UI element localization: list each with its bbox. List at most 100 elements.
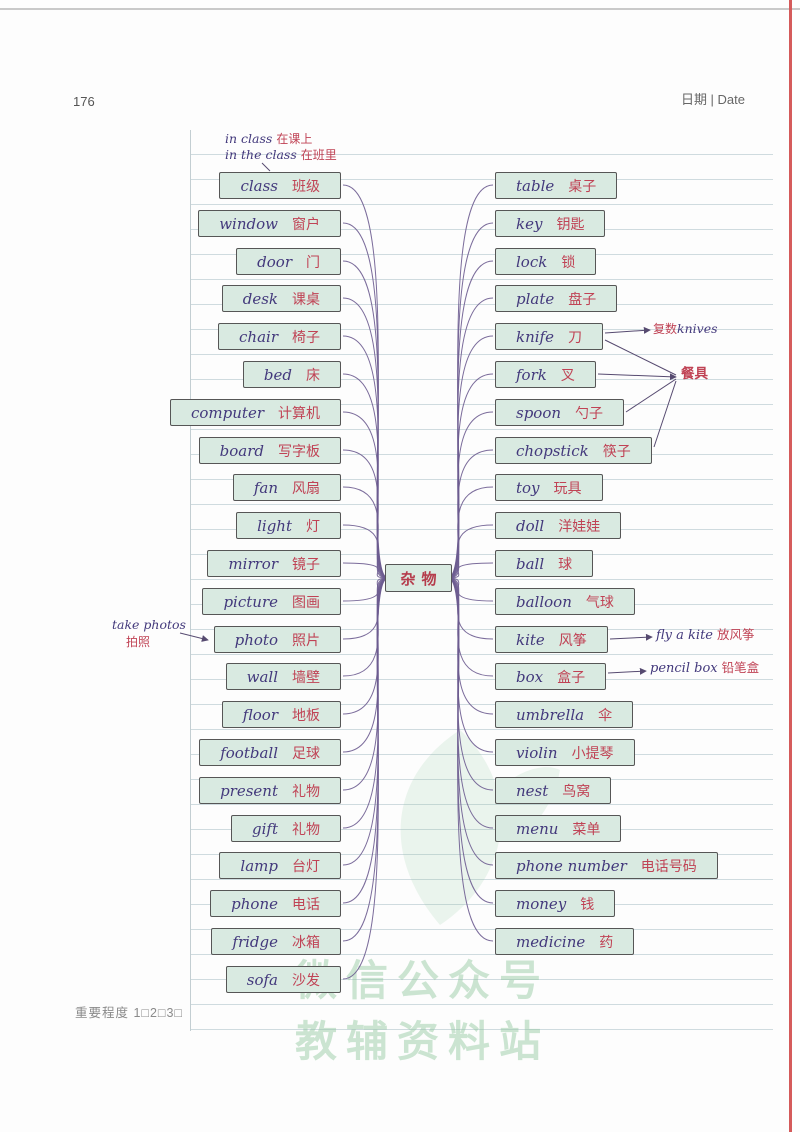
vocab-box-umbrella: umbrella 伞: [495, 701, 634, 728]
vocab-box-chopstick: chopstick 筷子: [495, 437, 652, 464]
vocab-en: doll: [516, 517, 545, 535]
vocab-zh: 伞: [598, 708, 613, 724]
vocab-box-toy: toy 玩具: [495, 474, 603, 501]
vocab-zh: 盒子: [557, 670, 586, 686]
vocab-en: umbrella: [516, 706, 585, 724]
vocab-box-nest: nest 鸟窝: [495, 777, 612, 804]
vocab-en: phone number: [516, 857, 627, 875]
vocab-zh: 课桌: [292, 292, 320, 308]
vocab-zh: 电话号码: [640, 859, 697, 875]
vocab-zh: 足球: [292, 746, 320, 762]
vocab-box-mirror: mirror 镜子: [207, 550, 341, 577]
note-fly-a-kite: fly a kite 放风筝: [656, 627, 755, 644]
vocab-box-chair: chair 椅子: [218, 323, 341, 350]
note-plural-knives: 复数knives: [653, 321, 722, 337]
vocab-zh: 菜单: [572, 822, 601, 838]
vocab-zh: 球: [558, 557, 573, 573]
vocab-en: class: [240, 177, 278, 195]
vocab-en: board: [219, 442, 264, 460]
note-text-zh: 拍照: [126, 635, 151, 649]
vocab-zh: 窗户: [292, 217, 320, 233]
vocab-en: photo: [234, 631, 278, 649]
note-text-en: take photos: [112, 617, 186, 632]
vocab-box-money: money 钱: [495, 890, 616, 917]
note-text-zh: 在班里: [300, 148, 337, 162]
vocab-box-window: window 窗户: [198, 210, 341, 237]
vocab-box-ball: ball 球: [495, 550, 594, 577]
vocab-en: money: [516, 895, 567, 913]
vocab-zh: 小提琴: [571, 746, 614, 762]
vocab-zh: 计算机: [278, 406, 320, 422]
vocab-box-box: box 盒子: [495, 663, 607, 690]
vocab-box-phone: phone 电话: [210, 890, 341, 917]
vocab-en: computer: [191, 404, 264, 422]
vocab-box-floor: floor 地板: [221, 701, 341, 728]
vocab-zh: 刀: [567, 330, 582, 346]
vocab-en: violin: [516, 744, 558, 762]
vocab-en: lock: [516, 253, 548, 271]
vocab-box-medicine: medicine 药: [495, 928, 635, 955]
vocab-box-phone-number: phone number 电话号码: [495, 852, 718, 879]
vocab-en: kite: [516, 631, 545, 649]
vocab-zh: 沙发: [292, 973, 320, 989]
center-node-label: 杂物: [400, 569, 443, 588]
note-text-zh: 放风筝: [716, 627, 755, 642]
vocab-en: lamp: [240, 857, 278, 875]
red-margin-line: [789, 0, 792, 1132]
vocab-box-table: table 桌子: [495, 172, 618, 199]
vocab-box-picture: picture 图画: [202, 588, 341, 615]
vocab-en: toy: [516, 479, 540, 497]
vocab-zh: 钥匙: [556, 217, 585, 233]
vocab-en: fan: [253, 479, 278, 497]
vocab-zh: 叉: [560, 368, 575, 384]
vocab-box-key: key 钥匙: [495, 210, 606, 237]
vocab-box-light: light 灯: [236, 512, 341, 539]
vocab-zh: 桌子: [568, 179, 597, 195]
vocab-box-spoon: spoon 勺子: [495, 399, 625, 426]
vocab-zh: 药: [599, 935, 614, 951]
note-text-zh: 餐具: [681, 366, 708, 382]
vocab-en: knife: [516, 328, 554, 346]
vocab-en: picture: [223, 593, 278, 611]
vocab-box-lamp: lamp 台灯: [219, 852, 341, 879]
vocab-box-fan: fan 风扇: [232, 474, 341, 501]
note-text-zh: 铅笔盒: [721, 660, 760, 675]
vocab-box-bed: bed 床: [242, 361, 341, 388]
vocab-en: gift: [252, 820, 278, 838]
vocab-zh: 写字板: [278, 444, 320, 460]
vocab-zh: 台灯: [292, 859, 320, 875]
vocab-box-menu: menu 菜单: [495, 815, 622, 842]
vocab-box-knife: knife 刀: [495, 323, 603, 350]
vocab-en: mirror: [228, 555, 278, 573]
vocab-en: light: [257, 517, 292, 535]
vocab-box-violin: violin 小提琴: [495, 739, 635, 766]
vocab-zh: 门: [306, 255, 320, 271]
vocab-en: sofa: [246, 971, 278, 989]
note-tableware: 餐具: [681, 366, 708, 382]
vocab-zh: 班级: [292, 179, 320, 195]
note-text-en: in class: [225, 131, 273, 146]
vocab-en: bed: [263, 366, 292, 384]
vocab-zh: 墙壁: [292, 670, 320, 686]
vocab-zh: 风筝: [558, 633, 587, 649]
note-in-class: in class 在课上 in the class 在班里: [225, 131, 337, 163]
vocab-en: balloon: [516, 593, 572, 611]
vocab-zh: 玩具: [553, 481, 582, 497]
note-text-en: in the class: [225, 147, 297, 162]
vocab-zh: 盘子: [568, 292, 597, 308]
note-text-zh: 在课上: [276, 132, 313, 146]
vocab-en: spoon: [516, 404, 562, 422]
note-pencil-box: pencil box 铅笔盒: [650, 660, 759, 677]
vocab-en: box: [516, 668, 544, 686]
note-text-zh: 复数: [653, 322, 678, 336]
vocab-box-fork: fork 叉: [495, 361, 596, 388]
vocab-box-gift: gift 礼物: [231, 815, 341, 842]
vocab-zh: 椅子: [292, 330, 320, 346]
scan-edge-line: [0, 8, 800, 10]
vocab-zh: 镜子: [292, 557, 320, 573]
vocab-box-sofa: sofa 沙发: [225, 966, 341, 993]
vocab-en: fork: [516, 366, 547, 384]
vocab-en: desk: [242, 290, 278, 308]
vocab-en: chair: [239, 328, 278, 346]
